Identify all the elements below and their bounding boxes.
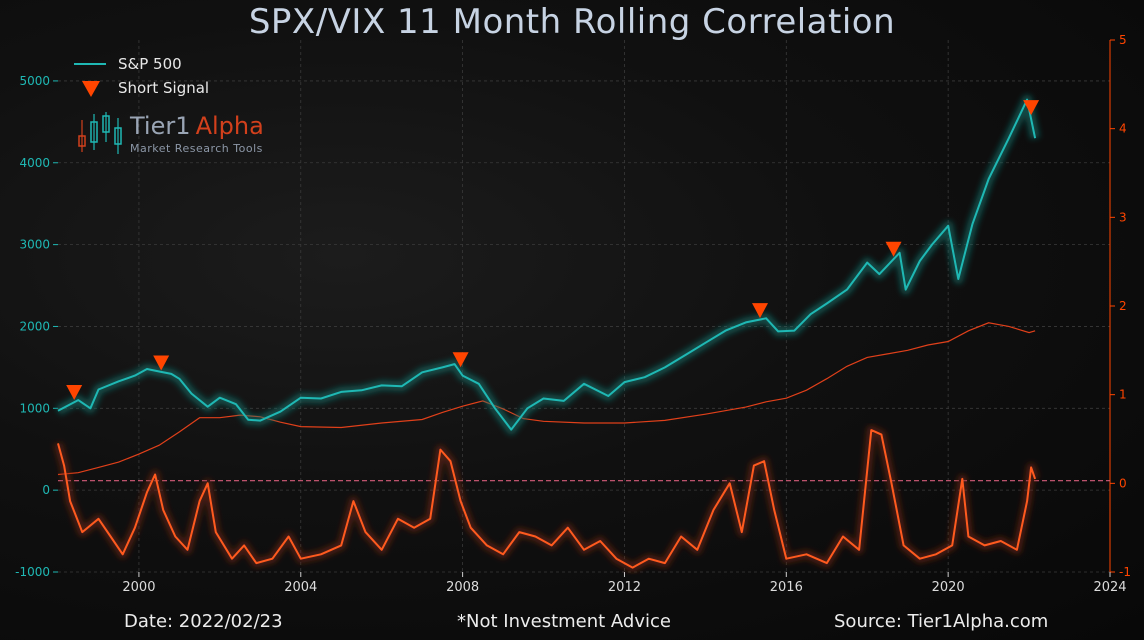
short-signal-marker [153, 355, 170, 371]
short-signal-marker [752, 303, 769, 319]
left-tick-label: 0 [42, 483, 50, 497]
logo-wordmark: Tier1 Alpha [130, 112, 264, 140]
right-tick-label: 5 [1119, 33, 1127, 47]
correlation-glow [53, 425, 1040, 573]
left-tick-label: 5000 [19, 74, 50, 88]
right-tick-label: 2 [1119, 299, 1127, 313]
x-tick-label: 2000 [122, 580, 155, 595]
right-tick-label: 0 [1119, 476, 1127, 490]
right-tick-label: 3 [1119, 210, 1127, 224]
right-tick-label: -1 [1119, 565, 1131, 579]
x-tick-label: 2024 [1093, 580, 1126, 595]
legend-label-spx: S&P 500 [118, 55, 182, 73]
short-signal-marker [885, 241, 902, 257]
x-tick-label: 2020 [932, 580, 965, 595]
spx-line [57, 98, 1037, 431]
legend-triangle-icon [72, 78, 108, 98]
logo-name-part1: Tier1 [130, 112, 191, 140]
series [53, 94, 1110, 573]
legend-line-icon [72, 54, 108, 74]
footer-source: Source: Tier1Alpha.com [834, 611, 1049, 632]
short-signal-marker [1023, 100, 1040, 116]
correlation-line [57, 429, 1037, 569]
x-tick-label: 2016 [770, 580, 803, 595]
x-tick-label: 2012 [608, 580, 641, 595]
x-tick-label: 2004 [284, 580, 317, 595]
legend-label-signal: Short Signal [118, 79, 210, 97]
legend-item-spx: S&P 500 [72, 52, 209, 76]
left-tick-label: 4000 [19, 156, 50, 170]
left-tick-label: 3000 [19, 238, 50, 252]
logo-name-part2: Alpha [195, 112, 264, 140]
legend: S&P 500 Short Signal [72, 52, 209, 100]
left-tick-label: 1000 [19, 401, 50, 415]
logo-tagline: Market Research Tools [130, 142, 263, 155]
legend-item-signal: Short Signal [72, 76, 209, 100]
left-tick-label: -1000 [15, 565, 50, 579]
right-tick-label: 1 [1119, 388, 1127, 402]
footer-date: Date: 2022/02/23 [124, 611, 283, 632]
short-signal-marker [66, 384, 83, 400]
right-tick-label: 4 [1119, 122, 1127, 136]
signal-markers [66, 100, 1040, 400]
x-tick-label: 2008 [446, 580, 479, 595]
candlestick-chart-icon [78, 112, 122, 154]
footer-disclaimer: *Not Investment Advice [457, 611, 671, 632]
correlation-ma-line [57, 322, 1036, 476]
axes: -1000 0 1000 2000 3000 4000 5000 -1 0 1 2 3 4 5 2000 20… [15, 33, 1131, 595]
chart-title: SPX/VIX 11 Month Rolling Correlation [248, 2, 896, 42]
short-signal-marker [452, 352, 469, 368]
left-tick-label: 2000 [19, 319, 50, 333]
